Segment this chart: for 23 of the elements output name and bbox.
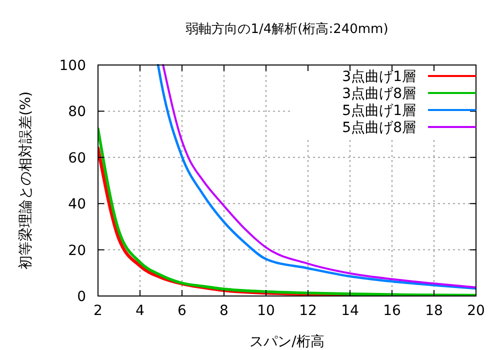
- x-tick-label: 8: [220, 303, 228, 319]
- x-tick-label: 14: [341, 303, 359, 319]
- chart-title: 弱軸方向の1/4解析(桁高:240mm): [186, 21, 388, 37]
- x-tick-label: 2: [94, 303, 102, 319]
- x-tick-label: 16: [383, 303, 401, 319]
- y-tick-label: 40: [68, 196, 86, 213]
- y-tick-label: 100: [59, 58, 86, 74]
- y-axis-title: 初等梁理論との相対誤差(%): [18, 91, 34, 270]
- x-axis-title: スパン/桁高: [250, 334, 324, 350]
- y-tick-label: 0: [77, 289, 86, 305]
- y-tick-label: 20: [68, 242, 86, 259]
- x-tick-label: 12: [299, 303, 317, 319]
- legend-label: 3点曲げ1層: [342, 69, 416, 85]
- legend-label: 5点曲げ8層: [342, 120, 416, 136]
- x-tick-label: 4: [136, 303, 145, 319]
- x-tick-label: 6: [178, 303, 187, 319]
- x-tick-label: 20: [467, 303, 485, 319]
- y-tick-label: 60: [68, 150, 86, 166]
- legend-label: 5点曲げ1層: [342, 103, 416, 119]
- y-tick-label: 80: [68, 104, 86, 120]
- x-tick-label: 18: [425, 303, 443, 319]
- legend-label: 3点曲げ8層: [342, 86, 416, 102]
- x-tick-label: 10: [257, 303, 275, 319]
